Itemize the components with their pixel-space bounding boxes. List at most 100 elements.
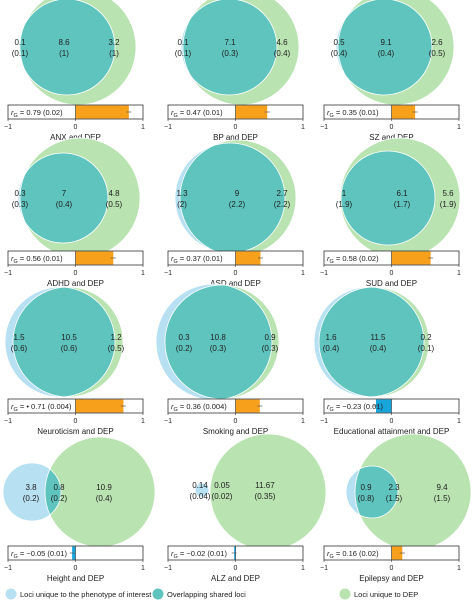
rg-subscript: G [14,407,18,413]
unique_dep-value: 5.6 [442,189,454,198]
rg-tick-label: 0 [74,418,78,425]
overlap-region [20,153,108,243]
shared-sd: (1.5) [386,494,403,503]
phenotype-circle [195,483,209,497]
dep-circle [355,434,471,550]
rg-label: rG = −0.05 (0.01) [11,549,67,560]
shared-value: 2.3 [388,483,400,492]
panel-title: Educational attainment and DEP [334,427,450,436]
rg-label: rG = 0.36 (0.004) [171,402,227,413]
rg-tick-label: 1 [301,270,305,277]
phenotype-outline [180,0,278,96]
rg-tick-label: 1 [141,270,145,277]
rg-value-text: = 0.47 (0.01) [178,108,223,117]
rg-subscript: G [174,407,178,413]
venn-panel: 0.1 (0.1) 7.1 (0.3) 4.6 (0.4) rG = 0.47 (0.01)… [164,0,305,142]
unique_dep-sd: (0.4) [96,494,113,503]
unique_phenotype-value: 0.3 [14,189,26,198]
shared-value: 11.5 [371,333,387,342]
unique_dep-sd: (0.35) [255,492,276,501]
panel-title: Epilepsy and DEP [359,574,423,583]
overlap-region [165,285,272,399]
rg-tick-label: 1 [301,565,305,572]
rg-value-text: = 0.37 (0.01) [178,254,223,263]
rg-label: rG = 0.47 (0.01) [171,108,223,119]
unique_phenotype-value: 1.5 [13,333,25,342]
rg-tick-label: 0 [234,565,238,572]
shared-sd: (1.7) [394,200,411,209]
unique_phenotype-value: 1.3 [176,189,188,198]
unique_phenotype-value: 3.8 [25,483,37,492]
venn-panel: 1 (1.9) 6.1 (1.7) 5.6 (1.9) rG = 0.58 (0.02) −1… [320,137,461,288]
panel-title: ADHD and DEP [47,279,104,288]
rg-tick-label: 1 [141,418,145,425]
unique_phenotype-value: 0.3 [178,333,190,342]
rg-tick-label: 1 [457,418,461,425]
rg-tick-label: −1 [4,418,12,425]
venn-panel: 1.3 (2) 9 (2.2) 2.7 (2.2) rG = 0.37 (0.01) −1 0 1… [164,139,305,288]
legend-label-overlap: Overlapping shared loci [167,590,246,599]
shared-value: 0.05 [214,481,230,490]
panel-title: Neuroticism and DEP [37,427,113,436]
rg-subscript: G [330,554,334,560]
panel-title: ASD and DEP [210,279,261,288]
rg-symbol: r [11,254,14,263]
rg-subscript: G [174,554,178,560]
rg-label: rG = 0.16 (0.02) [327,549,379,560]
unique_dep-sd: (0.4) [274,49,291,58]
panel-title: BP and DEP [213,133,258,142]
shared-value: 10.8 [210,333,226,342]
rg-tick-label: −1 [4,270,12,277]
unique_phenotype-sd: (0.6) [11,344,28,353]
venn-panel: 0.14(0.04)0.05(0.02)11.67(0.35)rG = −0.0… [164,433,327,583]
rg-bar [391,105,416,119]
shared-sd: (0.4) [370,344,387,353]
rg-tick-label: 1 [301,418,305,425]
rg-tick-label: 1 [301,124,305,131]
rg-tick-label: −1 [320,124,328,131]
rg-symbol: r [171,108,174,117]
panel-title: ANX and DEP [50,133,101,142]
rg-bar [235,251,261,265]
rg-tick-label: −1 [320,270,328,277]
shared-value: 10.5 [61,333,77,342]
unique_dep-sd: (0.5) [429,49,446,58]
shared-sd: (0.4) [56,200,73,209]
unique_dep-value: 2.6 [431,38,443,47]
shared-sd: (2.2) [229,200,246,209]
rg-tick-label: 0 [234,270,238,277]
rg-tick-label: 0 [390,124,394,131]
unique_phenotype-sd: (0.4) [331,49,348,58]
venn-panel: 0.3 (0.2) 10.8 (0.3) 0.9 (0.3) rG = 0.36 (0.00… [155,283,305,436]
legend-swatch-unique_dep [339,588,351,600]
venn-panel: 1.5 (0.6) 10.5 (0.6) 1.2 (0.5) rG = • 0.71 (0.… [4,286,145,436]
unique_phenotype-value: 0.1 [177,38,189,47]
phenotype-circle [3,463,61,521]
unique_phenotype-value: 1.6 [325,333,337,342]
rg-tick-label: −1 [4,124,12,131]
dep-circle [210,434,326,550]
rg-label: rG = −0.23 (0.01) [327,402,383,413]
phenotype-outline [17,152,109,244]
dep-outline [318,286,430,398]
unique_phenotype-sd: (0.1) [175,49,192,58]
unique_phenotype-value: 0.1 [14,38,26,47]
rg-bar [75,251,114,265]
shared-sd: (0.2) [51,494,68,503]
shared-sd: (0.6) [61,344,78,353]
rg-subscript: G [14,554,18,560]
unique_phenotype-sd: (0.3) [12,200,29,209]
rg-label: rG = 0.35 (0.01) [327,108,379,119]
rg-value-text: = 0.56 (0.01) [18,254,63,263]
rg-subscript: G [330,407,334,413]
rg-tick-label: 0 [74,270,78,277]
phenotype-outline [345,465,399,519]
phenotype-outline [4,286,116,398]
rg-bar [235,399,260,413]
phenotype-outline [340,150,436,246]
overlap-region [319,287,424,397]
rg-tick-label: 0 [234,124,238,131]
legend-label-unique_phenotype: Loci unique to the phenotype of interest [20,590,152,599]
rg-value-text: = 0.16 (0.02) [334,549,379,558]
